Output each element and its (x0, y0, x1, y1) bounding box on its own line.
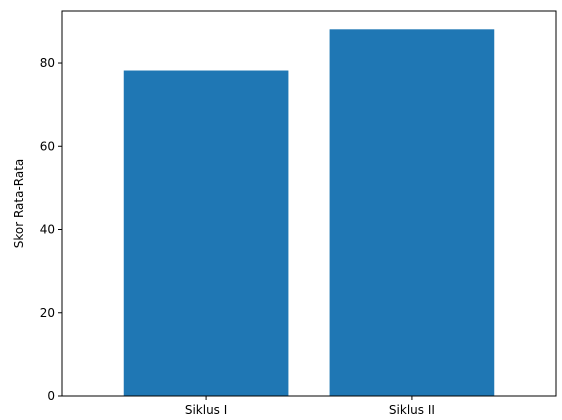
y-tick-label-20: 20 (40, 306, 55, 320)
y-tick-label-40: 40 (40, 223, 55, 237)
bars-layer (123, 29, 495, 397)
bar-siklus-ii (329, 29, 495, 397)
ticks-layer: 0 20 40 60 80 Siklus I Siklus II (40, 56, 435, 417)
axes-frame (61, 10, 557, 397)
y-axis-label: Skor Rata-Rata (12, 159, 26, 249)
x-tick-label-siklus-ii: Siklus II (389, 403, 435, 417)
y-tick-label-60: 60 (40, 139, 55, 153)
x-tick-label-siklus-i: Siklus I (185, 403, 227, 417)
bar-siklus-i (123, 70, 289, 397)
y-tick-label-80: 80 (40, 56, 55, 70)
axes-layer (61, 10, 557, 397)
y-tick-label-0: 0 (47, 389, 55, 403)
